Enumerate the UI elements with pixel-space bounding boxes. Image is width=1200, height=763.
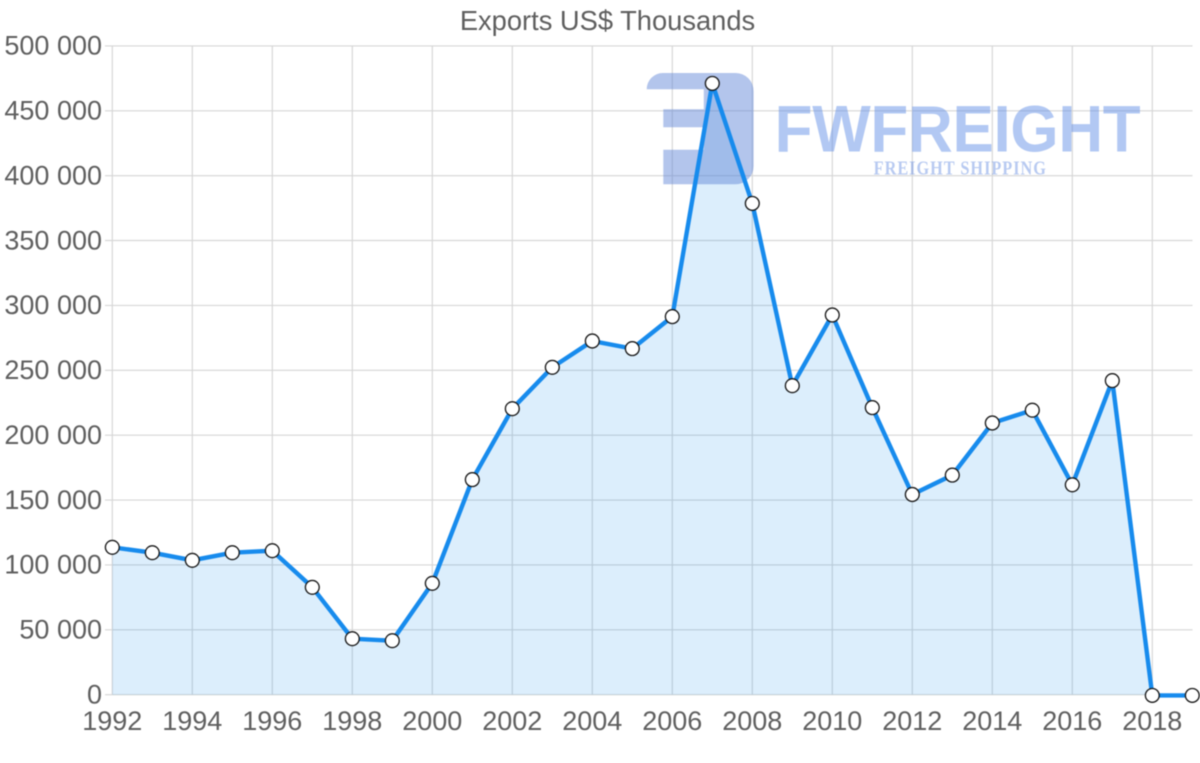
svg-text:450 000: 450 000	[4, 96, 102, 126]
svg-text:250 000: 250 000	[4, 355, 102, 385]
svg-text:0: 0	[87, 680, 102, 710]
svg-text:2002: 2002	[482, 706, 542, 736]
svg-text:2010: 2010	[802, 706, 862, 736]
svg-text:350 000: 350 000	[4, 225, 102, 255]
svg-text:200 000: 200 000	[4, 420, 102, 450]
svg-text:1994: 1994	[162, 706, 222, 736]
svg-text:2014: 2014	[962, 706, 1022, 736]
svg-text:FREIGHT SHIPPING: FREIGHT SHIPPING	[874, 157, 1047, 179]
svg-text:2008: 2008	[722, 706, 782, 736]
svg-text:100 000: 100 000	[4, 550, 102, 580]
svg-text:2000: 2000	[402, 706, 462, 736]
svg-text:400 000: 400 000	[4, 161, 102, 191]
svg-text:1996: 1996	[242, 706, 302, 736]
svg-text:2016: 2016	[1042, 706, 1102, 736]
svg-text:Exports US$ Thousands: Exports US$ Thousands	[460, 5, 755, 36]
svg-text:50 000: 50 000	[19, 615, 102, 645]
svg-text:300 000: 300 000	[4, 290, 102, 320]
svg-text:2006: 2006	[642, 706, 702, 736]
svg-text:1998: 1998	[322, 706, 382, 736]
svg-text:500 000: 500 000	[4, 31, 102, 61]
svg-text:FWFREIGHT: FWFREIGHT	[775, 92, 1141, 166]
svg-text:150 000: 150 000	[4, 485, 102, 515]
svg-text:2004: 2004	[562, 706, 622, 736]
svg-text:1992: 1992	[82, 706, 142, 736]
svg-text:2018: 2018	[1122, 706, 1182, 736]
svg-text:2012: 2012	[882, 706, 942, 736]
